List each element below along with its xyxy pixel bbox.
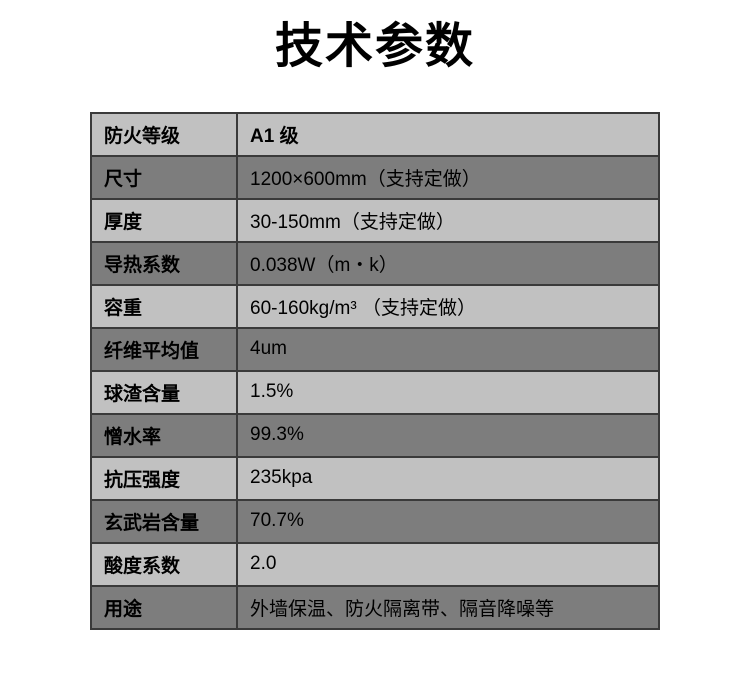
spec-label: 酸度系数: [90, 541, 238, 587]
spec-value: 4um: [236, 326, 660, 372]
spec-label: 防火等级: [90, 111, 238, 157]
table-row: 厚度 30-150mm（支持定做）: [90, 197, 660, 243]
table-row: 憎水率 99.3%: [90, 412, 660, 458]
spec-label: 用途: [90, 584, 238, 630]
table-row: 玄武岩含量 70.7%: [90, 498, 660, 544]
spec-value: 外墙保温、防火隔离带、隔音降噪等: [236, 584, 660, 630]
spec-value: 70.7%: [236, 498, 660, 544]
spec-label: 玄武岩含量: [90, 498, 238, 544]
spec-value: 0.038W（m・k）: [236, 240, 660, 286]
spec-label: 厚度: [90, 197, 238, 243]
spec-value: 60-160kg/m³ （支持定做）: [236, 283, 660, 329]
table-row: 尺寸 1200×600mm（支持定做）: [90, 154, 660, 200]
spec-label: 球渣含量: [90, 369, 238, 415]
table-row: 抗压强度 235kpa: [90, 455, 660, 501]
spec-label: 尺寸: [90, 154, 238, 200]
spec-value: 1.5%: [236, 369, 660, 415]
table-row: 导热系数 0.038W（m・k）: [90, 240, 660, 286]
spec-label: 容重: [90, 283, 238, 329]
table-row: 用途 外墙保温、防火隔离带、隔音降噪等: [90, 584, 660, 630]
table-row: 容重 60-160kg/m³ （支持定做）: [90, 283, 660, 329]
spec-value: A1 级: [236, 111, 660, 157]
document-page: 技术参数 防火等级 A1 级 尺寸 1200×600mm（支持定做） 厚度 30…: [0, 18, 750, 630]
spec-table-body: 防火等级 A1 级 尺寸 1200×600mm（支持定做） 厚度 30-150m…: [90, 111, 660, 630]
table-row: 纤维平均值 4um: [90, 326, 660, 372]
spec-value: 30-150mm（支持定做）: [236, 197, 660, 243]
table-row: 酸度系数 2.0: [90, 541, 660, 587]
spec-value: 2.0: [236, 541, 660, 587]
page-title: 技术参数: [274, 18, 475, 74]
spec-label: 纤维平均值: [90, 326, 238, 372]
spec-label: 抗压强度: [90, 455, 238, 501]
spec-label: 导热系数: [90, 240, 238, 286]
table-row: 防火等级 A1 级: [90, 111, 660, 157]
spec-value: 235kpa: [236, 455, 660, 501]
table-row: 球渣含量 1.5%: [90, 369, 660, 415]
spec-table: 防火等级 A1 级 尺寸 1200×600mm（支持定做） 厚度 30-150m…: [90, 111, 660, 630]
spec-value: 99.3%: [236, 412, 660, 458]
spec-label: 憎水率: [90, 412, 238, 458]
spec-value: 1200×600mm（支持定做）: [236, 154, 660, 200]
